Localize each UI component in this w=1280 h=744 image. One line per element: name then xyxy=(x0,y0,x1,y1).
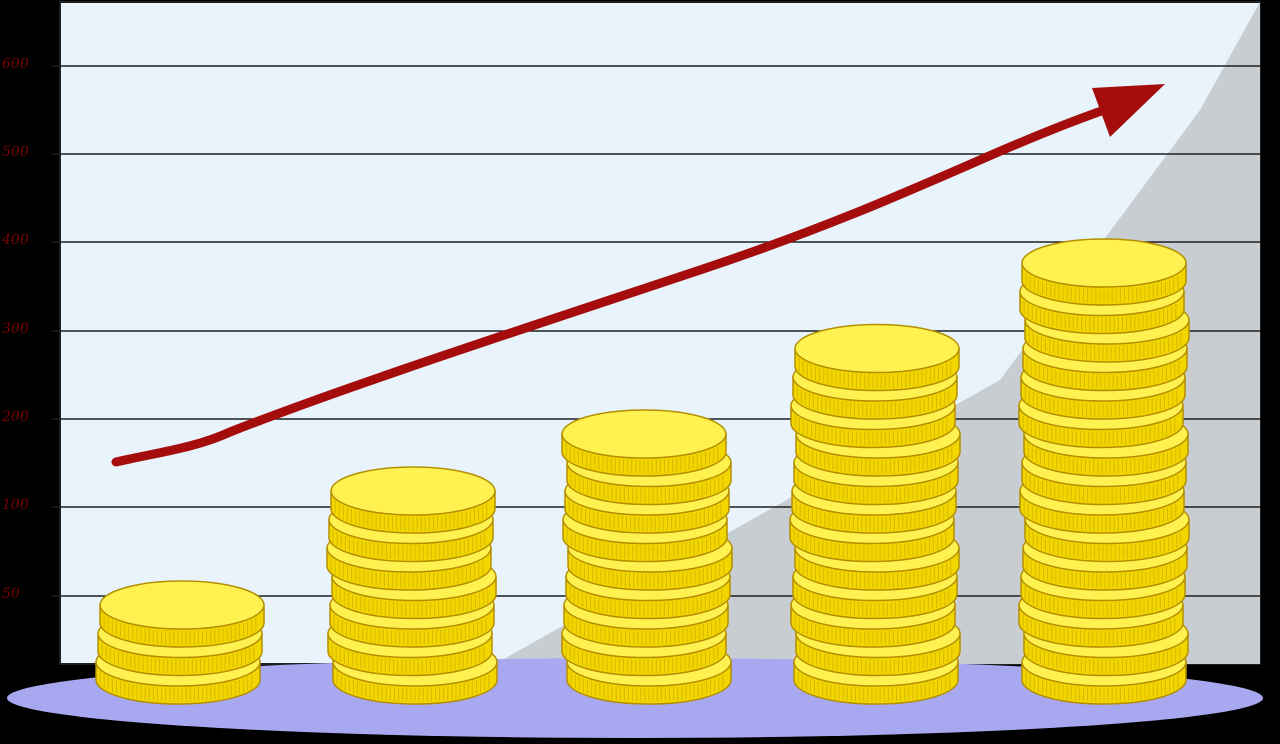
coin xyxy=(1021,238,1187,306)
y-axis xyxy=(52,2,61,664)
coin xyxy=(330,466,496,534)
coin xyxy=(794,323,960,392)
coin-ridges xyxy=(330,557,484,588)
y-axis-label: 600 xyxy=(2,56,29,72)
coin-ridges xyxy=(565,643,719,674)
coin-ridges xyxy=(1024,386,1178,417)
trend-arrow xyxy=(111,84,1165,467)
coin-ridges xyxy=(1022,614,1176,645)
coin-stack-3 xyxy=(561,409,733,705)
coin-ridges xyxy=(796,586,950,617)
coin-ridges xyxy=(565,443,719,474)
coin-ridges xyxy=(569,586,723,617)
coin-ridges xyxy=(566,529,720,560)
coin-ridges xyxy=(794,415,948,446)
coin-stacks xyxy=(95,238,1190,705)
coin-stack-5 xyxy=(1018,238,1190,705)
y-axis-label: 500 xyxy=(2,144,29,160)
coin-ridges xyxy=(1028,329,1182,360)
coin-ridges xyxy=(794,614,948,645)
coin-ridges xyxy=(103,614,257,645)
coin-ridges xyxy=(570,472,724,503)
coin-ridges xyxy=(335,586,489,617)
coin-ridges xyxy=(1025,671,1179,702)
coin-face xyxy=(794,323,960,374)
coin xyxy=(561,409,727,477)
coin-ridges xyxy=(1026,557,1180,588)
y-axis-label: 50 xyxy=(2,586,20,602)
coin-stack-1 xyxy=(95,580,265,705)
trend-arrow-line xyxy=(111,103,1115,467)
y-axis-label: 400 xyxy=(2,232,29,248)
coin-ridges xyxy=(331,643,485,674)
coin-ridges xyxy=(571,557,725,588)
coin-ridges xyxy=(1023,500,1177,531)
coin-ridges xyxy=(334,500,488,531)
coin-ridges xyxy=(1028,529,1182,560)
y-axis-label: 300 xyxy=(2,321,29,337)
coin-ridges xyxy=(1026,358,1180,389)
coin-ridges xyxy=(799,643,953,674)
coin-ridges xyxy=(332,529,486,560)
coin-face xyxy=(1021,238,1187,288)
coin-ridges xyxy=(99,671,253,702)
y-axis-label: 200 xyxy=(2,409,29,425)
coin-face xyxy=(99,580,265,630)
coin-ridges xyxy=(1024,586,1178,617)
coin xyxy=(99,580,265,648)
coin-ridges xyxy=(793,529,947,560)
coin-ridges xyxy=(570,671,724,702)
coin-stack-4 xyxy=(789,323,961,705)
coin-ridges xyxy=(796,386,950,417)
y-axis-label: 100 xyxy=(2,497,29,513)
coin-face xyxy=(330,466,496,516)
coin-ridges xyxy=(336,671,490,702)
coin-ridges xyxy=(797,671,951,702)
coin-ridges xyxy=(567,614,721,645)
coin-ridges xyxy=(799,443,953,474)
coin-stack-2 xyxy=(326,466,498,705)
coin-face xyxy=(561,409,727,459)
coin-ridges xyxy=(1025,472,1179,503)
coin-ridges xyxy=(1022,415,1176,446)
coin-ridges xyxy=(568,500,722,531)
coin-ridges xyxy=(1027,643,1181,674)
coin-ridges xyxy=(1027,443,1181,474)
coin-ridges xyxy=(795,500,949,531)
coin-ridges xyxy=(333,614,487,645)
coin-ridges xyxy=(797,472,951,503)
coin-ridges xyxy=(798,358,952,389)
coin-ridges xyxy=(798,557,952,588)
trend-arrowhead xyxy=(1092,84,1165,137)
coin-ridges xyxy=(101,643,255,674)
coin-ridges xyxy=(1025,272,1179,303)
coin-ridges xyxy=(1023,301,1177,332)
